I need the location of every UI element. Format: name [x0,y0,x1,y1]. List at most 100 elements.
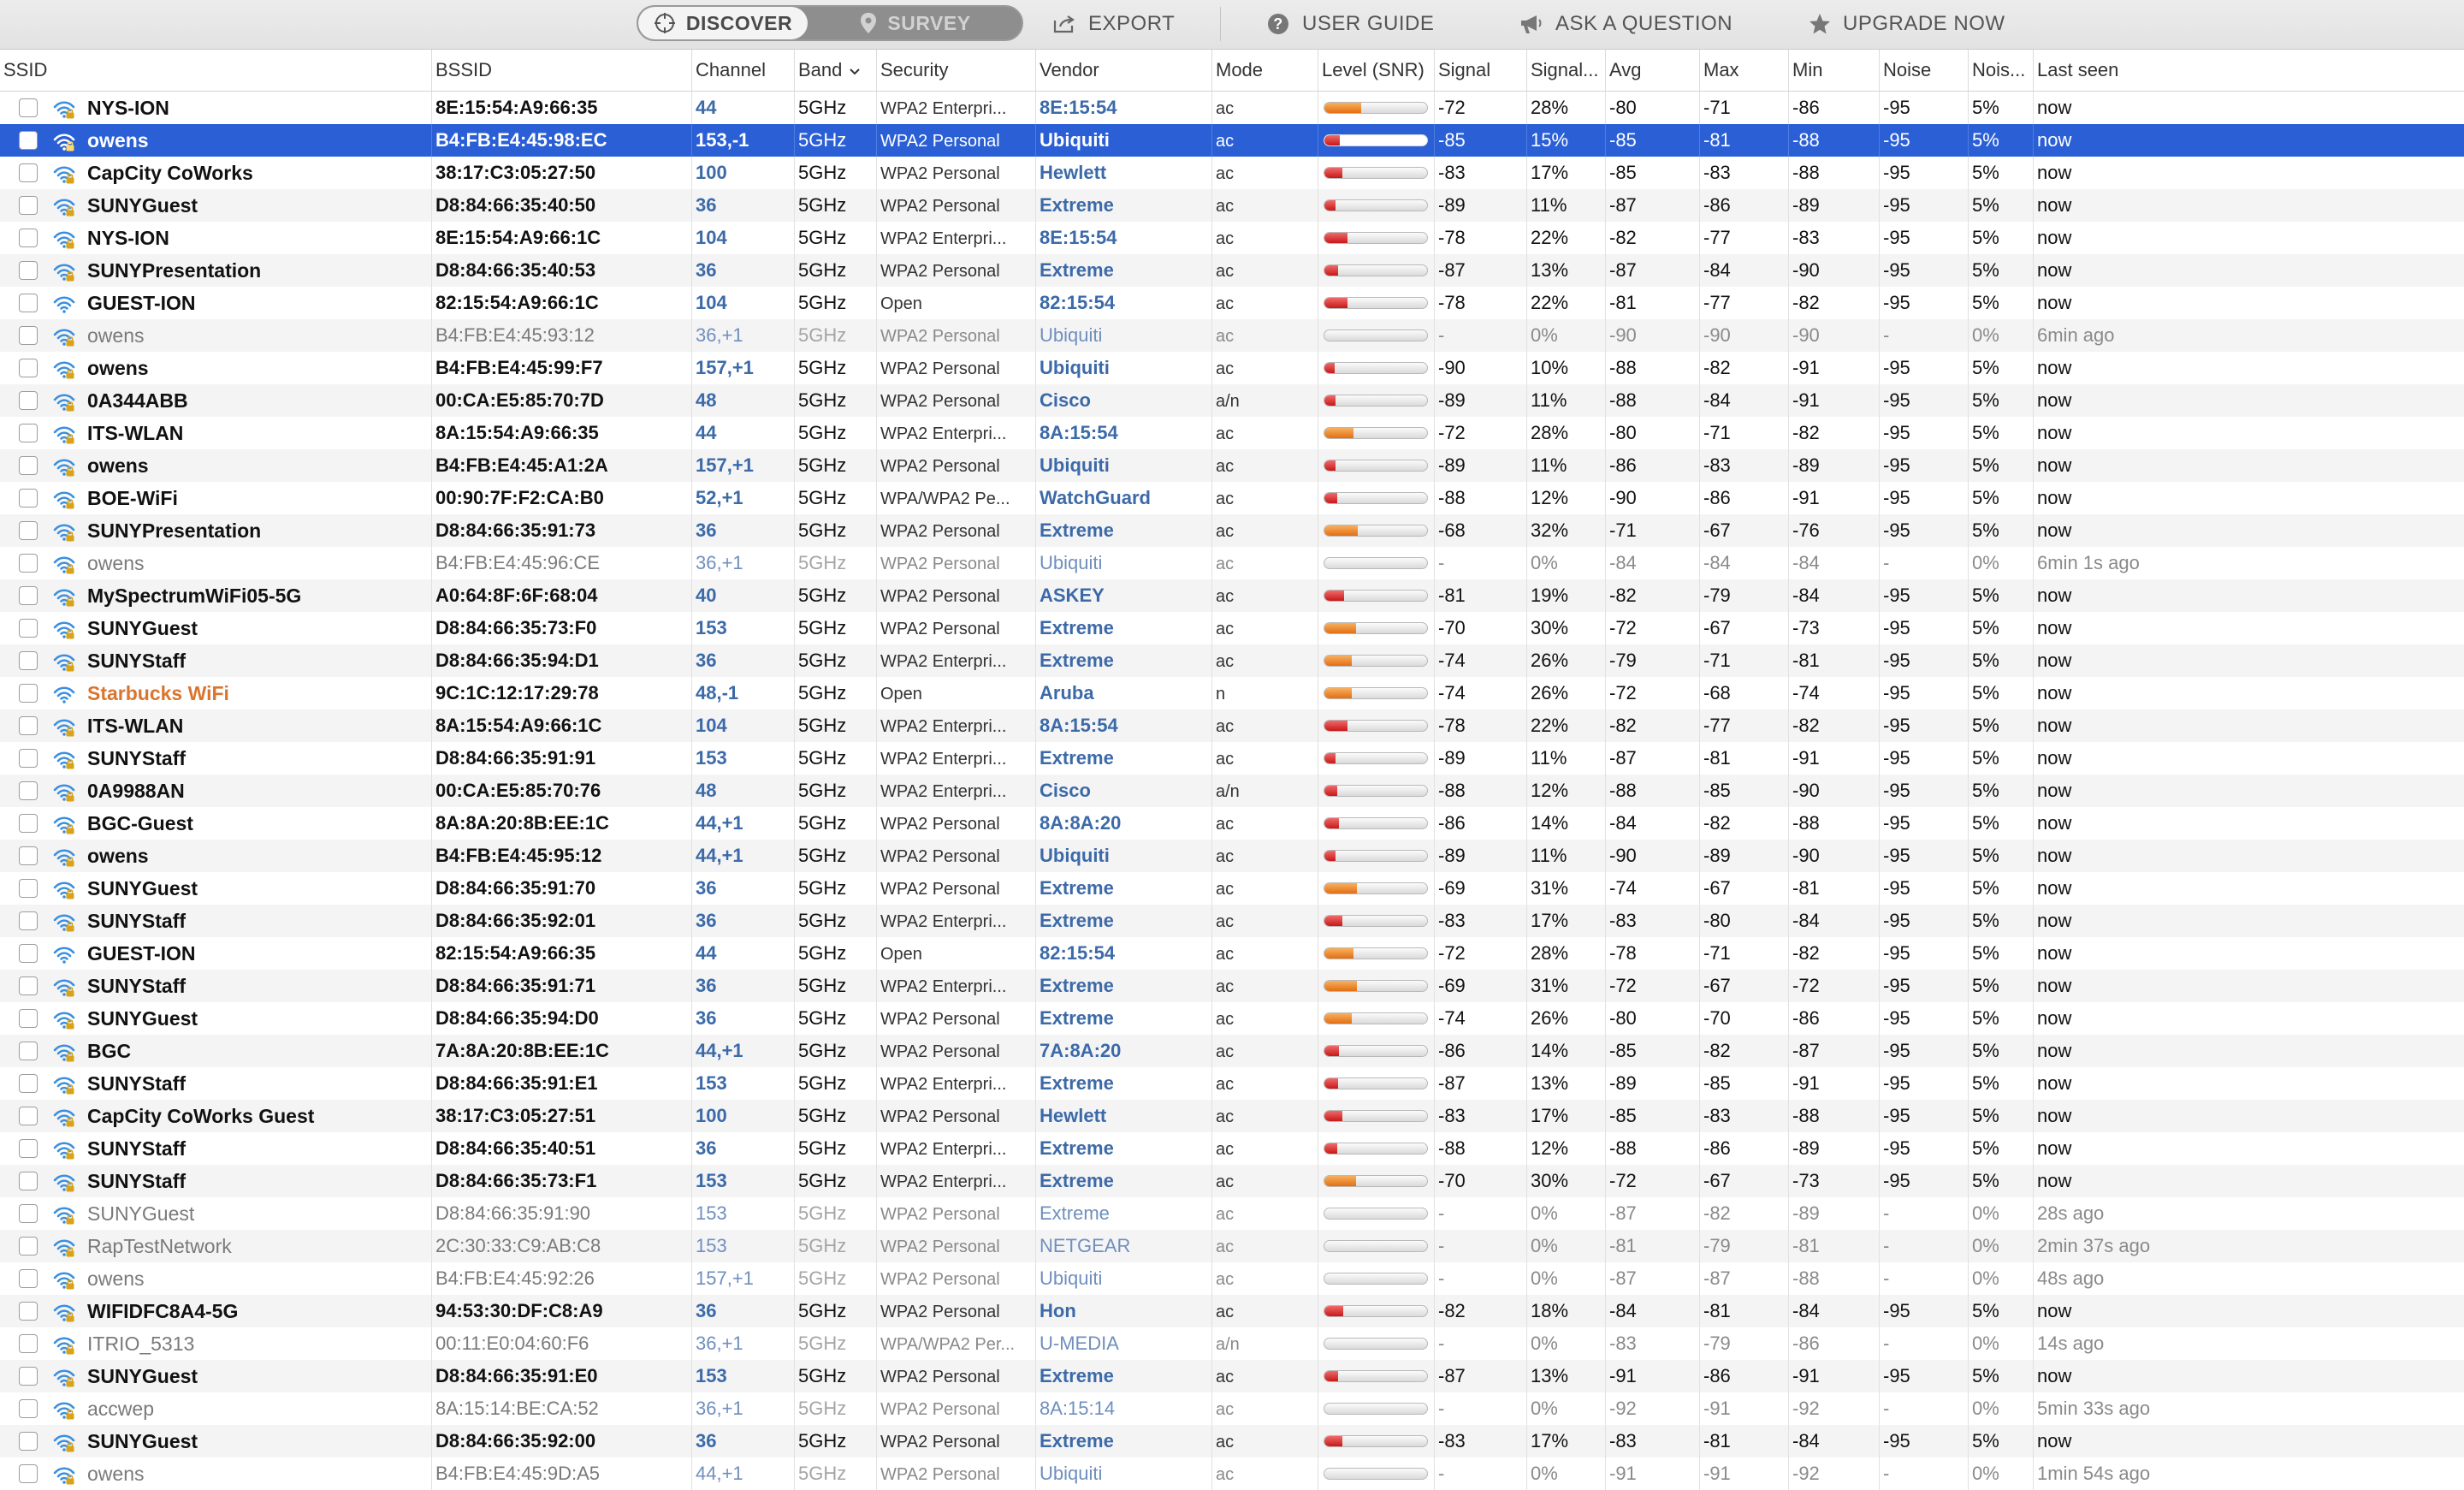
ask-question-button[interactable]: ASK A QUESTION [1519,10,1732,38]
row-checkbox[interactable] [19,1074,38,1093]
table-row[interactable]: BOE-WiFi 00:90:7F:F2:CA:B0 52,+1 5GHz WPA/WP… [0,482,2464,514]
row-checkbox[interactable] [19,554,38,573]
table-row[interactable]: MySpectrumWiFi05-5G A0:64:8F:6F:68:04 40 5G… [0,579,2464,612]
table-row[interactable]: BGC-Guest 8A:8A:20:8B:EE:1C 44,+1 5GHz WPA2 … [0,807,2464,840]
table-row[interactable]: owens B4:FB:E4:45:99:F7 157,+1 5GHz WPA2 Per… [0,352,2464,384]
row-checkbox[interactable] [19,424,38,442]
table-row[interactable]: GUEST-ION 82:15:54:A9:66:35 44 5GHz Open 82:1… [0,937,2464,970]
row-checkbox[interactable] [19,749,38,768]
row-checkbox[interactable] [19,1139,38,1158]
row-checkbox[interactable] [19,1432,38,1451]
row-checkbox[interactable] [19,879,38,898]
level-column-header[interactable]: Level (SNR) [1318,50,1434,91]
row-checkbox[interactable] [19,1237,38,1256]
row-checkbox[interactable] [19,1399,38,1418]
max-column-header[interactable]: Max [1699,50,1788,91]
mode-column-header[interactable]: Mode [1211,50,1318,91]
row-checkbox[interactable] [19,391,38,410]
table-row[interactable]: CapCity CoWorks 38:17:C3:05:27:50 100 5GHz W… [0,157,2464,189]
row-checkbox[interactable] [19,131,38,150]
table-row[interactable]: SUNYGuest D8:84:66:35:91:E0 153 5GHz WPA2 Pe… [0,1360,2464,1392]
table-row[interactable]: owens B4:FB:E4:45:92:26 157,+1 5GHz WPA2 Per… [0,1262,2464,1295]
table-row[interactable]: owens B4:FB:E4:45:98:EC 153,-1 5GHz WPA2 Per… [0,124,2464,157]
band-column-header[interactable]: Band [794,50,876,91]
noise-percent-column-header[interactable]: Nois... [1968,50,2033,91]
row-checkbox[interactable] [19,326,38,345]
table-row[interactable]: owens B4:FB:E4:45:95:12 44,+1 5GHz WPA2 Pers… [0,840,2464,872]
row-checkbox[interactable] [19,846,38,865]
row-checkbox[interactable] [19,1009,38,1028]
row-checkbox[interactable] [19,684,38,703]
table-row[interactable]: owens B4:FB:E4:45:93:12 36,+1 5GHz WPA2 Pers… [0,319,2464,352]
security-column-header[interactable]: Security [876,50,1035,91]
table-row[interactable]: RapTestNetwork 2C:30:33:C9:AB:C8 153 5GHz WP… [0,1230,2464,1262]
row-checkbox[interactable] [19,229,38,247]
row-checkbox[interactable] [19,619,38,638]
row-checkbox[interactable] [19,977,38,995]
table-row[interactable]: NYS-ION 8E:15:54:A9:66:1C 104 5GHz WPA2 Ente… [0,222,2464,254]
row-checkbox[interactable] [19,1334,38,1353]
table-row[interactable]: SUNYPresentation D8:84:66:35:40:53 36 5GHz W… [0,254,2464,287]
row-checkbox[interactable] [19,1042,38,1060]
row-checkbox[interactable] [19,1269,38,1288]
table-row[interactable]: Starbucks WiFi 9C:1C:12:17:29:78 48,-1 5GHz… [0,677,2464,709]
table-row[interactable]: SUNYStaff D8:84:66:35:91:91 153 5GHz WPA2 En… [0,742,2464,775]
table-row[interactable]: SUNYGuest D8:84:66:35:73:F0 153 5GHz WPA2 Pe… [0,612,2464,644]
row-checkbox[interactable] [19,781,38,800]
avg-column-header[interactable]: Avg [1605,50,1699,91]
row-checkbox[interactable] [19,651,38,670]
table-row[interactable]: SUNYGuest D8:84:66:35:40:50 36 5GHz WPA2 Per… [0,189,2464,222]
table-row[interactable]: SUNYStaff D8:84:66:35:94:D1 36 5GHz WPA2 Ent… [0,644,2464,677]
table-row[interactable]: owens B4:FB:E4:45:96:CE 36,+1 5GHz WPA2 Pers… [0,547,2464,579]
table-row[interactable]: 0A9988AN 00:CA:E5:85:70:76 48 5GHz WPA2 Ente… [0,775,2464,807]
table-row[interactable]: SUNYStaff D8:84:66:35:40:51 36 5GHz WPA2 Ent… [0,1132,2464,1165]
row-checkbox[interactable] [19,98,38,117]
table-row[interactable]: ITS-WLAN 8A:15:54:A9:66:1C 104 5GHz WPA2 Ent… [0,709,2464,742]
table-row[interactable]: ITS-WLAN 8A:15:54:A9:66:35 44 5GHz WPA2 Ente… [0,417,2464,449]
ssid-column-header[interactable]: SSID [0,50,431,91]
row-checkbox[interactable] [19,716,38,735]
table-row[interactable]: SUNYGuest D8:84:66:35:94:D0 36 5GHz WPA2 Per… [0,1002,2464,1035]
row-checkbox[interactable] [19,911,38,930]
channel-column-header[interactable]: Channel [691,50,794,91]
table-row[interactable]: owens B4:FB:E4:45:A1:2A 157,+1 5GHz WPA2 Per… [0,449,2464,482]
signal-percent-column-header[interactable]: Signal... [1526,50,1605,91]
row-checkbox[interactable] [19,163,38,182]
table-row[interactable]: WIFIDFC8A4-5G 94:53:30:DF:C8:A9 36 5GHz WPA2… [0,1295,2464,1327]
table-row[interactable]: SUNYStaff D8:84:66:35:91:E1 153 5GHz WPA2 En… [0,1067,2464,1100]
table-row[interactable]: SUNYPresentation D8:84:66:35:91:73 36 5GHz W… [0,514,2464,547]
bssid-column-header[interactable]: BSSID [431,50,691,91]
row-checkbox[interactable] [19,1204,38,1223]
user-guide-button[interactable]: ? USER GUIDE [1266,10,1434,38]
row-checkbox[interactable] [19,1107,38,1125]
table-row[interactable]: 0A344ABB 00:CA:E5:85:70:7D 48 5GHz WPA2 Pers… [0,384,2464,417]
table-row[interactable]: SUNYGuest D8:84:66:35:92:00 36 5GHz WPA2 Per… [0,1425,2464,1457]
table-row[interactable]: SUNYGuest D8:84:66:35:91:90 153 5GHz WPA2 Pe… [0,1197,2464,1230]
row-checkbox[interactable] [19,586,38,605]
row-checkbox[interactable] [19,456,38,475]
row-checkbox[interactable] [19,1367,38,1386]
table-row[interactable]: owens B4:FB:E4:45:9D:A5 44,+1 5GHz WPA2 Pers… [0,1457,2464,1490]
table-row[interactable]: accwep 8A:15:14:BE:CA:52 36,+1 5GHz WPA2 Per… [0,1392,2464,1425]
export-button[interactable]: EXPORT [1052,10,1175,38]
upgrade-now-button[interactable]: UPGRADE NOW [1809,10,2005,38]
last-seen-column-header[interactable]: Last seen [2033,50,2177,91]
table-row[interactable]: SUNYGuest D8:84:66:35:91:70 36 5GHz WPA2 Per… [0,872,2464,905]
table-row[interactable]: SUNYStaff D8:84:66:35:73:F1 153 5GHz WPA2 En… [0,1165,2464,1197]
discover-tab[interactable]: DISCOVER [638,7,808,39]
row-checkbox[interactable] [19,814,38,833]
table-row[interactable]: ITRIO_5313 00:11:E0:04:60:F6 36,+1 5GHz WPA/… [0,1327,2464,1360]
table-row[interactable]: CapCity CoWorks Guest 38:17:C3:05:27:51 10… [0,1100,2464,1132]
table-row[interactable]: SUNYStaff D8:84:66:35:92:01 36 5GHz WPA2 Ent… [0,905,2464,937]
signal-column-header[interactable]: Signal [1434,50,1526,91]
row-checkbox[interactable] [19,489,38,508]
table-row[interactable]: BGC 7A:8A:20:8B:EE:1C 44,+1 5GHz WPA2 Person… [0,1035,2464,1067]
row-checkbox[interactable] [19,196,38,215]
table-row[interactable]: GUEST-ION 82:15:54:A9:66:1C 104 5GHz Open 82:… [0,287,2464,319]
row-checkbox[interactable] [19,1302,38,1321]
row-checkbox[interactable] [19,521,38,540]
row-checkbox[interactable] [19,261,38,280]
survey-tab[interactable]: SURVEY [809,7,1022,39]
table-row[interactable]: NYS-ION 8E:15:54:A9:66:35 44 5GHz WPA2 Enter… [0,92,2464,124]
table-row[interactable]: SUNYStaff D8:84:66:35:91:71 36 5GHz WPA2 Ent… [0,970,2464,1002]
